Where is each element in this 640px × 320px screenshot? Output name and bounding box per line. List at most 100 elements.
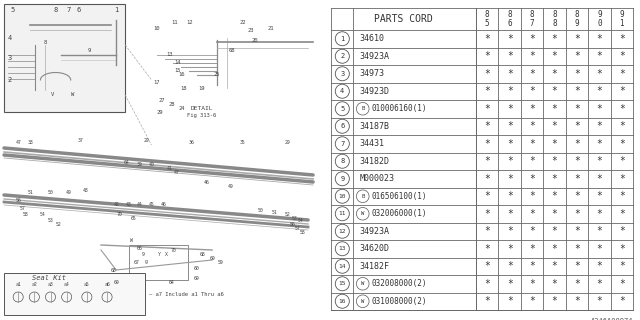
Text: W: W — [130, 237, 132, 243]
Text: 46: 46 — [161, 202, 166, 206]
Text: *: * — [552, 226, 557, 236]
Text: *: * — [552, 121, 557, 131]
Text: *: * — [596, 86, 602, 96]
Text: 52: 52 — [56, 222, 61, 228]
Text: *: * — [552, 104, 557, 114]
Text: 68: 68 — [229, 47, 236, 52]
Text: *: * — [619, 279, 625, 289]
Text: 031008000(2): 031008000(2) — [371, 297, 427, 306]
Text: *: * — [619, 156, 625, 166]
Text: 3: 3 — [8, 55, 12, 61]
Text: 2: 2 — [340, 53, 344, 59]
Text: 56: 56 — [15, 197, 21, 203]
Text: *: * — [552, 156, 557, 166]
Text: *: * — [507, 244, 513, 254]
Text: *: * — [596, 51, 602, 61]
Text: A346A00074: A346A00074 — [591, 318, 633, 320]
Text: *: * — [596, 279, 602, 289]
Text: 34923D: 34923D — [360, 87, 389, 96]
Text: V: V — [51, 92, 54, 98]
Text: *: * — [619, 121, 625, 131]
Text: a2: a2 — [31, 282, 37, 286]
Text: *: * — [574, 34, 580, 44]
Text: 0: 0 — [597, 19, 602, 28]
Text: 70: 70 — [171, 247, 177, 252]
Text: 1: 1 — [114, 7, 118, 13]
Text: *: * — [529, 191, 535, 201]
Text: *: * — [484, 261, 490, 271]
Text: B: B — [361, 106, 364, 111]
Text: *: * — [507, 209, 513, 219]
Text: *: * — [596, 226, 602, 236]
Text: 34923A: 34923A — [360, 52, 389, 61]
Text: *: * — [507, 261, 513, 271]
Text: *: * — [484, 86, 490, 96]
Text: *: * — [619, 139, 625, 149]
Text: 34431: 34431 — [360, 139, 385, 148]
Text: 1: 1 — [620, 19, 624, 28]
Text: *: * — [507, 191, 513, 201]
Text: *: * — [596, 191, 602, 201]
Text: *: * — [574, 104, 580, 114]
Text: 18: 18 — [180, 85, 187, 91]
Text: 19: 19 — [199, 85, 205, 91]
Text: *: * — [552, 174, 557, 184]
Text: 42: 42 — [113, 203, 119, 207]
Text: *: * — [574, 209, 580, 219]
Text: 66: 66 — [136, 245, 142, 251]
Text: *: * — [619, 69, 625, 79]
Text: 14: 14 — [175, 60, 181, 65]
Text: *: * — [507, 296, 513, 306]
Text: 49: 49 — [66, 189, 72, 195]
Text: *: * — [529, 226, 535, 236]
Text: 20: 20 — [252, 37, 258, 43]
Text: *: * — [619, 51, 625, 61]
Text: 57: 57 — [295, 226, 301, 230]
Text: 47: 47 — [174, 170, 180, 174]
Text: DETAIL: DETAIL — [191, 106, 213, 110]
Text: 010006160(1): 010006160(1) — [371, 104, 427, 113]
Text: *: * — [484, 226, 490, 236]
Text: *: * — [529, 51, 535, 61]
Text: 1: 1 — [340, 36, 344, 42]
Text: *: * — [552, 51, 557, 61]
Text: 28: 28 — [168, 102, 175, 108]
Text: 46: 46 — [204, 180, 210, 186]
Text: *: * — [574, 156, 580, 166]
Text: *: * — [552, 86, 557, 96]
Text: *: * — [596, 296, 602, 306]
Text: 59: 59 — [218, 260, 223, 265]
Text: *: * — [507, 69, 513, 79]
Text: *: * — [529, 104, 535, 114]
Text: 3: 3 — [340, 71, 344, 77]
Text: 7: 7 — [67, 7, 71, 13]
Text: 5: 5 — [340, 106, 344, 112]
Text: a6: a6 — [104, 282, 110, 286]
Text: *: * — [529, 69, 535, 79]
Text: 7: 7 — [340, 141, 344, 147]
Text: 52: 52 — [285, 212, 291, 218]
Text: 032006000(1): 032006000(1) — [371, 209, 427, 218]
Text: 69: 69 — [194, 276, 200, 281]
Text: 70: 70 — [116, 212, 122, 218]
Text: 60: 60 — [194, 266, 200, 270]
Text: 34182F: 34182F — [360, 262, 389, 271]
Text: 12: 12 — [339, 229, 346, 234]
Text: *: * — [507, 226, 513, 236]
Text: 43: 43 — [125, 203, 131, 207]
Bar — [4, 273, 145, 315]
Text: 4: 4 — [8, 35, 12, 41]
Text: 5: 5 — [10, 7, 14, 13]
Text: *: * — [596, 174, 602, 184]
Text: 9: 9 — [87, 47, 90, 52]
Text: *: * — [507, 34, 513, 44]
Text: *: * — [574, 86, 580, 96]
Text: *: * — [484, 69, 490, 79]
Text: 13: 13 — [166, 52, 173, 58]
Text: 17: 17 — [154, 79, 160, 84]
Text: *: * — [484, 34, 490, 44]
Text: 40: 40 — [148, 162, 154, 166]
Text: *: * — [552, 34, 557, 44]
Text: *: * — [619, 209, 625, 219]
Text: 58: 58 — [22, 212, 28, 217]
